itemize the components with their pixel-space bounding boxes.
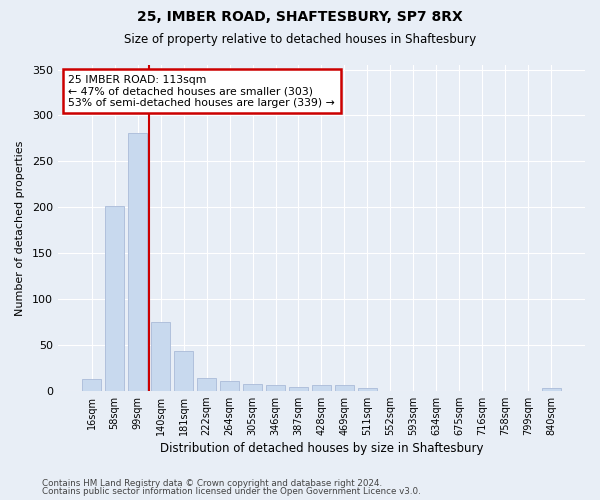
Bar (128, 133, 148, 390)
Bar (243, 384, 262, 390)
Text: Contains HM Land Registry data © Crown copyright and database right 2024.: Contains HM Land Registry data © Crown c… (42, 478, 382, 488)
Bar (542, 388, 561, 390)
X-axis label: Distribution of detached houses by size in Shaftesbury: Distribution of detached houses by size … (160, 442, 483, 455)
Bar (289, 387, 308, 390)
Bar (266, 385, 285, 390)
Bar (220, 380, 239, 390)
Bar (197, 378, 217, 390)
Text: Contains public sector information licensed under the Open Government Licence v3: Contains public sector information licen… (42, 487, 421, 496)
Bar (335, 385, 354, 390)
Bar (174, 351, 193, 391)
Y-axis label: Number of detached properties: Number of detached properties (15, 140, 25, 316)
Bar (311, 385, 331, 390)
Bar (151, 322, 170, 390)
Bar (82, 379, 101, 390)
Text: Size of property relative to detached houses in Shaftesbury: Size of property relative to detached ho… (124, 32, 476, 46)
Text: 25 IMBER ROAD: 113sqm
← 47% of detached houses are smaller (303)
53% of semi-det: 25 IMBER ROAD: 113sqm ← 47% of detached … (68, 75, 335, 108)
Text: 25, IMBER ROAD, SHAFTESBURY, SP7 8RX: 25, IMBER ROAD, SHAFTESBURY, SP7 8RX (137, 10, 463, 24)
Bar (358, 388, 377, 390)
Bar (105, 206, 124, 390)
